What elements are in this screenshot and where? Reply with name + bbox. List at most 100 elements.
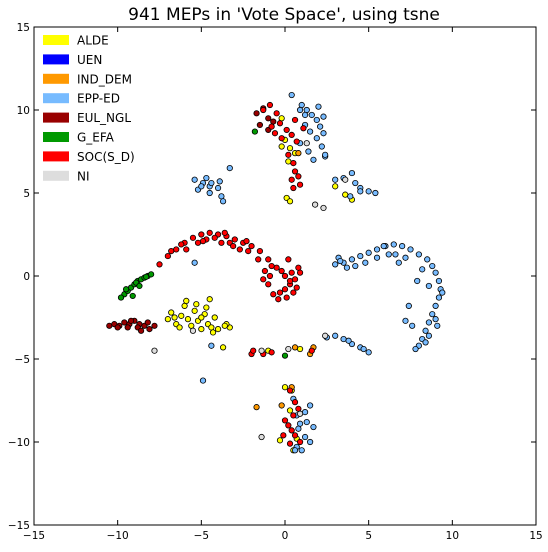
scatter-point xyxy=(285,256,292,263)
scatter-point xyxy=(208,342,215,349)
scatter-point xyxy=(178,241,185,248)
scatter-point xyxy=(191,176,198,183)
scatter-point xyxy=(281,286,289,293)
scatter-point xyxy=(258,347,265,354)
scatter-point xyxy=(280,432,287,439)
scatter-point xyxy=(285,422,292,429)
scatter-point xyxy=(156,261,163,268)
scatter-point xyxy=(296,410,304,417)
scatter-point xyxy=(435,294,443,301)
scatter-point xyxy=(288,91,295,99)
scatter-point xyxy=(271,130,279,137)
scatter-point xyxy=(164,252,171,260)
scatter-point xyxy=(124,324,131,331)
y-tick-label: 0 xyxy=(23,271,30,283)
scatter-point xyxy=(429,311,436,318)
scatter-point xyxy=(432,302,439,309)
legend-swatch xyxy=(43,132,69,142)
scatter-point xyxy=(151,347,158,354)
legend-swatch xyxy=(43,151,69,162)
scatter-point xyxy=(295,425,302,432)
scatter-point xyxy=(256,248,263,255)
scatter-point xyxy=(288,269,295,276)
scatter-point xyxy=(296,438,304,446)
scatter-point xyxy=(320,130,327,137)
scatter-point xyxy=(434,322,441,329)
legend-swatch xyxy=(43,93,69,104)
scatter-point xyxy=(214,326,222,333)
scatter-point xyxy=(260,106,267,114)
legend-label: ALDE xyxy=(77,34,109,48)
scatter-point xyxy=(221,322,228,329)
scatter-point xyxy=(306,402,314,409)
scatter-point xyxy=(273,110,280,117)
legend-label: UEN xyxy=(77,53,102,67)
scatter-point xyxy=(422,327,429,334)
scatter-point xyxy=(230,243,237,250)
scatter-point xyxy=(348,256,356,263)
scatter-point xyxy=(211,234,218,241)
scatter-point xyxy=(322,332,329,339)
scatter-point xyxy=(278,143,285,150)
scatter-point xyxy=(243,238,250,245)
scatter-point xyxy=(276,120,284,127)
scatter-point xyxy=(198,231,205,238)
scatter-point xyxy=(296,345,304,353)
scatter-point xyxy=(209,329,217,336)
scatter-point xyxy=(365,188,372,195)
series-4 xyxy=(106,105,277,334)
scatter-point xyxy=(343,264,351,271)
scatter-point xyxy=(395,259,402,266)
scatter-point xyxy=(296,106,304,114)
y-tick-label: 15 xyxy=(17,22,30,34)
scatter-point xyxy=(268,262,275,270)
scatter-point xyxy=(276,289,284,296)
scatter-point xyxy=(390,241,397,248)
scatter-point xyxy=(308,111,315,119)
scatter-point xyxy=(245,248,252,255)
scatter-point xyxy=(357,188,364,195)
scatter-point xyxy=(342,176,349,183)
legend-swatch xyxy=(43,54,69,65)
scatter-point xyxy=(385,251,392,258)
scatter-point xyxy=(208,179,215,187)
scatter-point xyxy=(352,262,359,270)
scatter-point xyxy=(256,121,263,129)
scatter-point xyxy=(290,184,297,192)
scatter-point xyxy=(298,447,305,454)
scatter-point xyxy=(310,423,317,431)
scatter-point xyxy=(313,135,320,142)
y-tick-label: 10 xyxy=(17,105,30,117)
scatter-point xyxy=(278,135,285,142)
scatter-point xyxy=(318,143,325,150)
scatter-point xyxy=(320,204,327,212)
scatter-point xyxy=(306,438,314,446)
scatter-point xyxy=(348,169,356,177)
scatter-point xyxy=(288,427,295,434)
scatter-point xyxy=(402,317,409,324)
axis-ticks: −15 −10 −5 0 5 10 15 −15 −10 −5 0 5 10 15 xyxy=(8,22,543,542)
y-tick-label: −15 xyxy=(8,520,30,532)
scatter-point xyxy=(193,301,200,308)
scatter-point xyxy=(303,140,310,147)
scatter-point xyxy=(332,261,339,268)
scatter-point xyxy=(122,286,130,293)
scatter-point xyxy=(250,347,257,354)
scatter-point xyxy=(121,319,128,326)
scatter-point xyxy=(295,150,302,157)
scatter-point xyxy=(117,294,125,301)
scatter-point xyxy=(176,324,183,331)
scatter-point xyxy=(285,345,292,353)
scatter-point xyxy=(409,322,416,329)
scatter-point xyxy=(301,409,309,416)
scatter-point xyxy=(290,160,297,167)
scatter-point xyxy=(320,113,327,120)
scatter-point xyxy=(340,335,347,343)
legend-label: G_EFA xyxy=(77,131,115,145)
scatter-point xyxy=(168,309,175,316)
scatter-point xyxy=(268,123,275,130)
scatter-point xyxy=(286,387,294,394)
scatter-point xyxy=(184,316,192,323)
legend: ALDE UEN IND_DEM EPP-ED EUL_NGL G_EFA SOC(S_D)… xyxy=(43,34,135,183)
scatter-point xyxy=(248,243,255,250)
